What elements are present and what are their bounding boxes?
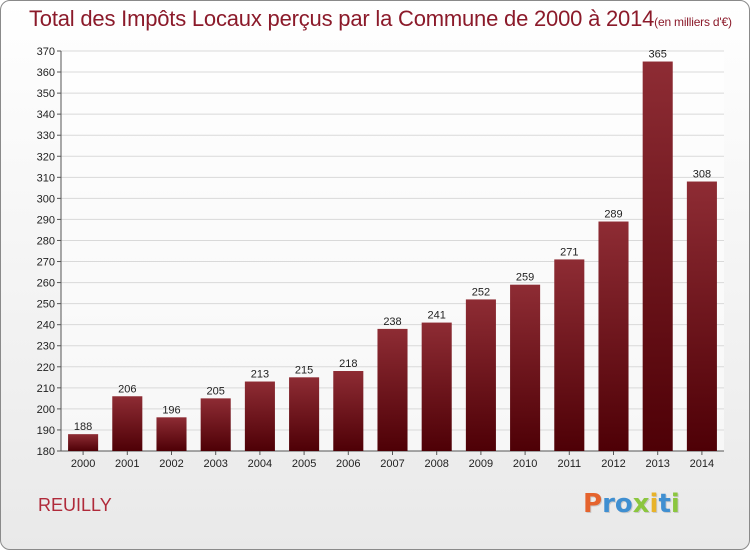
logo-letter: t <box>658 489 671 519</box>
bar-value-label: 252 <box>472 286 490 298</box>
x-tick-label: 2009 <box>469 458 493 470</box>
y-tick-label: 220 <box>37 362 55 374</box>
bar-value-label: 218 <box>339 358 357 370</box>
bar-value-label: 271 <box>560 246 578 258</box>
x-tick-label: 2001 <box>115 458 139 470</box>
bar <box>112 396 143 451</box>
y-tick-label: 240 <box>37 320 55 332</box>
bar-value-label: 241 <box>428 310 446 322</box>
x-tick-label: 2013 <box>645 458 669 470</box>
bar <box>68 434 99 451</box>
bar-value-label: 196 <box>162 404 180 416</box>
logo-letter: o <box>614 489 633 519</box>
chart-title-unit: (en milliers d'€) <box>654 15 732 29</box>
bar-value-label: 238 <box>383 316 401 328</box>
bar <box>200 398 231 451</box>
x-tick-label: 2003 <box>203 458 227 470</box>
logo-letter: i <box>670 489 680 519</box>
bar <box>156 417 187 451</box>
x-tick-label: 2010 <box>513 458 537 470</box>
y-tick-label: 230 <box>37 341 55 353</box>
y-tick-label: 280 <box>37 235 55 247</box>
bar-value-label: 206 <box>118 383 136 395</box>
bar <box>598 221 629 451</box>
y-tick-label: 250 <box>37 299 55 311</box>
bar <box>642 61 673 452</box>
bar-value-label: 215 <box>295 364 313 376</box>
x-tick-label: 2012 <box>601 458 625 470</box>
y-tick-label: 340 <box>37 109 55 121</box>
bar <box>686 181 717 452</box>
bar <box>333 371 364 451</box>
bar <box>554 259 585 451</box>
bar-value-label: 188 <box>74 421 92 433</box>
y-tick-label: 300 <box>37 193 55 205</box>
x-tick-label: 2008 <box>424 458 448 470</box>
y-tick-label: 350 <box>37 88 55 100</box>
bar <box>289 377 320 451</box>
logo-letter: P <box>583 489 603 519</box>
y-tick-label: 370 <box>37 46 55 58</box>
y-tick-label: 200 <box>37 404 55 416</box>
bar-value-label: 213 <box>251 369 269 381</box>
x-tick-label: 2011 <box>557 458 581 470</box>
x-tick-label: 2004 <box>248 458 272 470</box>
chart-title-text: Total des Impôts Locaux perçus par la Co… <box>29 6 655 31</box>
y-tick-label: 310 <box>37 172 55 184</box>
bar <box>510 284 541 451</box>
x-tick-label: 2014 <box>690 458 714 470</box>
bar <box>465 299 496 451</box>
bar-value-label: 289 <box>604 209 622 221</box>
commune-name: REUILLY <box>38 495 112 515</box>
y-tick-label: 260 <box>37 278 55 290</box>
y-tick-label: 330 <box>37 130 55 142</box>
y-tick-label: 360 <box>37 67 55 79</box>
x-tick-label: 2006 <box>336 458 360 470</box>
y-tick-label: 290 <box>37 214 55 226</box>
logo-letter: x <box>632 489 650 519</box>
bar <box>377 328 408 451</box>
x-tick-label: 2000 <box>71 458 95 470</box>
bar <box>421 322 452 451</box>
x-tick-label: 2005 <box>292 458 316 470</box>
y-tick-label: 210 <box>37 383 55 395</box>
bar-value-label: 308 <box>693 169 711 181</box>
bar <box>244 381 275 451</box>
logo-letter: r <box>602 489 615 519</box>
chart-title: Total des Impôts Locaux perçus par la Co… <box>29 6 732 32</box>
y-tick-label: 180 <box>37 446 55 458</box>
y-tick-label: 270 <box>37 257 55 269</box>
y-tick-label: 190 <box>37 425 55 437</box>
bar-value-label: 259 <box>516 272 534 284</box>
logo-letter: i <box>649 489 659 519</box>
bar-value-label: 365 <box>649 49 667 61</box>
y-tick-label: 320 <box>37 151 55 163</box>
proxiti-logo: Proxiti <box>583 489 680 519</box>
bar-value-label: 205 <box>207 385 225 397</box>
x-tick-label: 2002 <box>159 458 183 470</box>
x-tick-label: 2007 <box>380 458 404 470</box>
